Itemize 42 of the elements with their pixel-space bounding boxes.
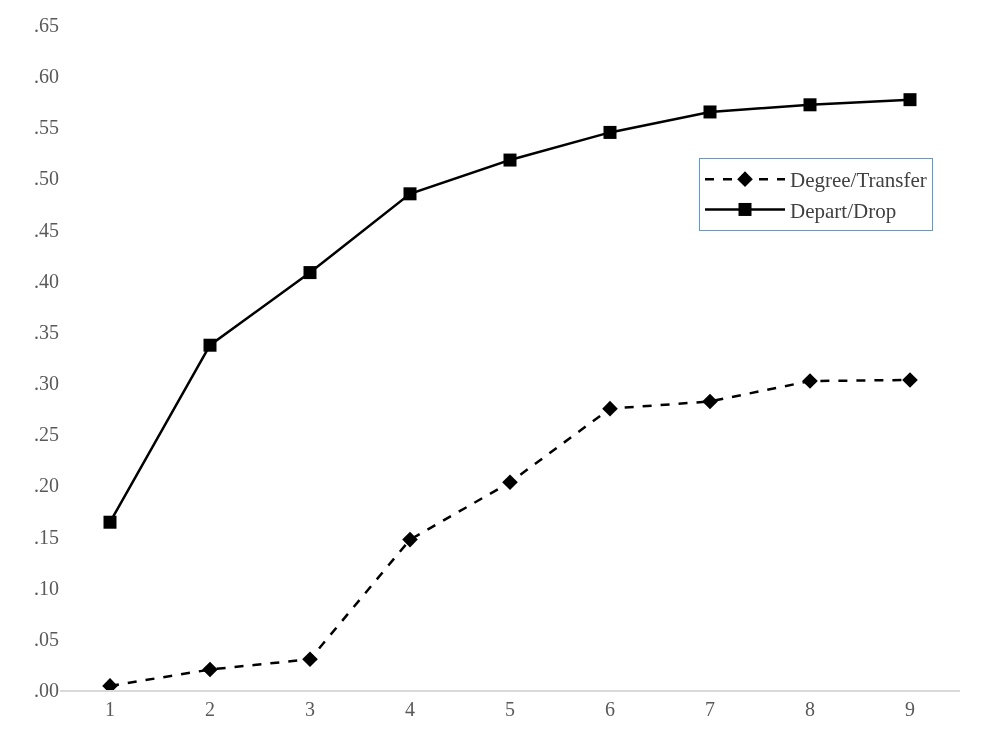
x-tick-label: 9 — [905, 697, 915, 720]
y-tick-label: .40 — [34, 269, 59, 292]
legend-label: Degree/Transfer — [790, 168, 927, 193]
y-tick-label: .45 — [34, 218, 59, 241]
point — [303, 266, 317, 280]
point — [302, 651, 318, 668]
x-tick-label: 3 — [305, 697, 315, 720]
y-tick-label: .10 — [34, 576, 59, 599]
point — [902, 372, 918, 388]
y-tick-label: .05 — [34, 627, 59, 650]
point — [203, 338, 217, 352]
y-tick-label: .30 — [34, 372, 59, 395]
y-tick-label: .65 — [34, 14, 59, 36]
y-tick-label: .35 — [34, 320, 59, 343]
x-tick-label: 2 — [205, 697, 215, 720]
point — [602, 400, 618, 417]
point — [802, 373, 818, 389]
point — [202, 661, 218, 678]
point — [703, 105, 717, 119]
y-tick-label: .00 — [34, 679, 59, 701]
point — [403, 187, 417, 201]
x-tick-label: 4 — [405, 697, 415, 720]
x-tick-label: 8 — [805, 697, 815, 720]
point — [503, 153, 517, 167]
y-tick-label: .20 — [34, 474, 59, 497]
y-tick-label: .50 — [34, 167, 59, 190]
point — [502, 474, 518, 491]
y-tick-label: .60 — [34, 65, 59, 88]
point — [903, 93, 917, 107]
y-tick-label: .25 — [34, 423, 59, 446]
x-tick-label: 5 — [505, 697, 515, 720]
point — [402, 531, 418, 548]
point — [803, 98, 817, 112]
x-tick-label: 1 — [105, 697, 115, 720]
point — [103, 515, 117, 529]
y-tick-label: .55 — [34, 116, 59, 139]
x-tick-label: 7 — [705, 697, 715, 720]
x-tick-label: 6 — [605, 697, 615, 720]
legend-label: Depart/Drop — [790, 198, 897, 223]
point — [603, 125, 617, 139]
y-tick-label: .15 — [34, 525, 59, 548]
point — [702, 393, 718, 410]
